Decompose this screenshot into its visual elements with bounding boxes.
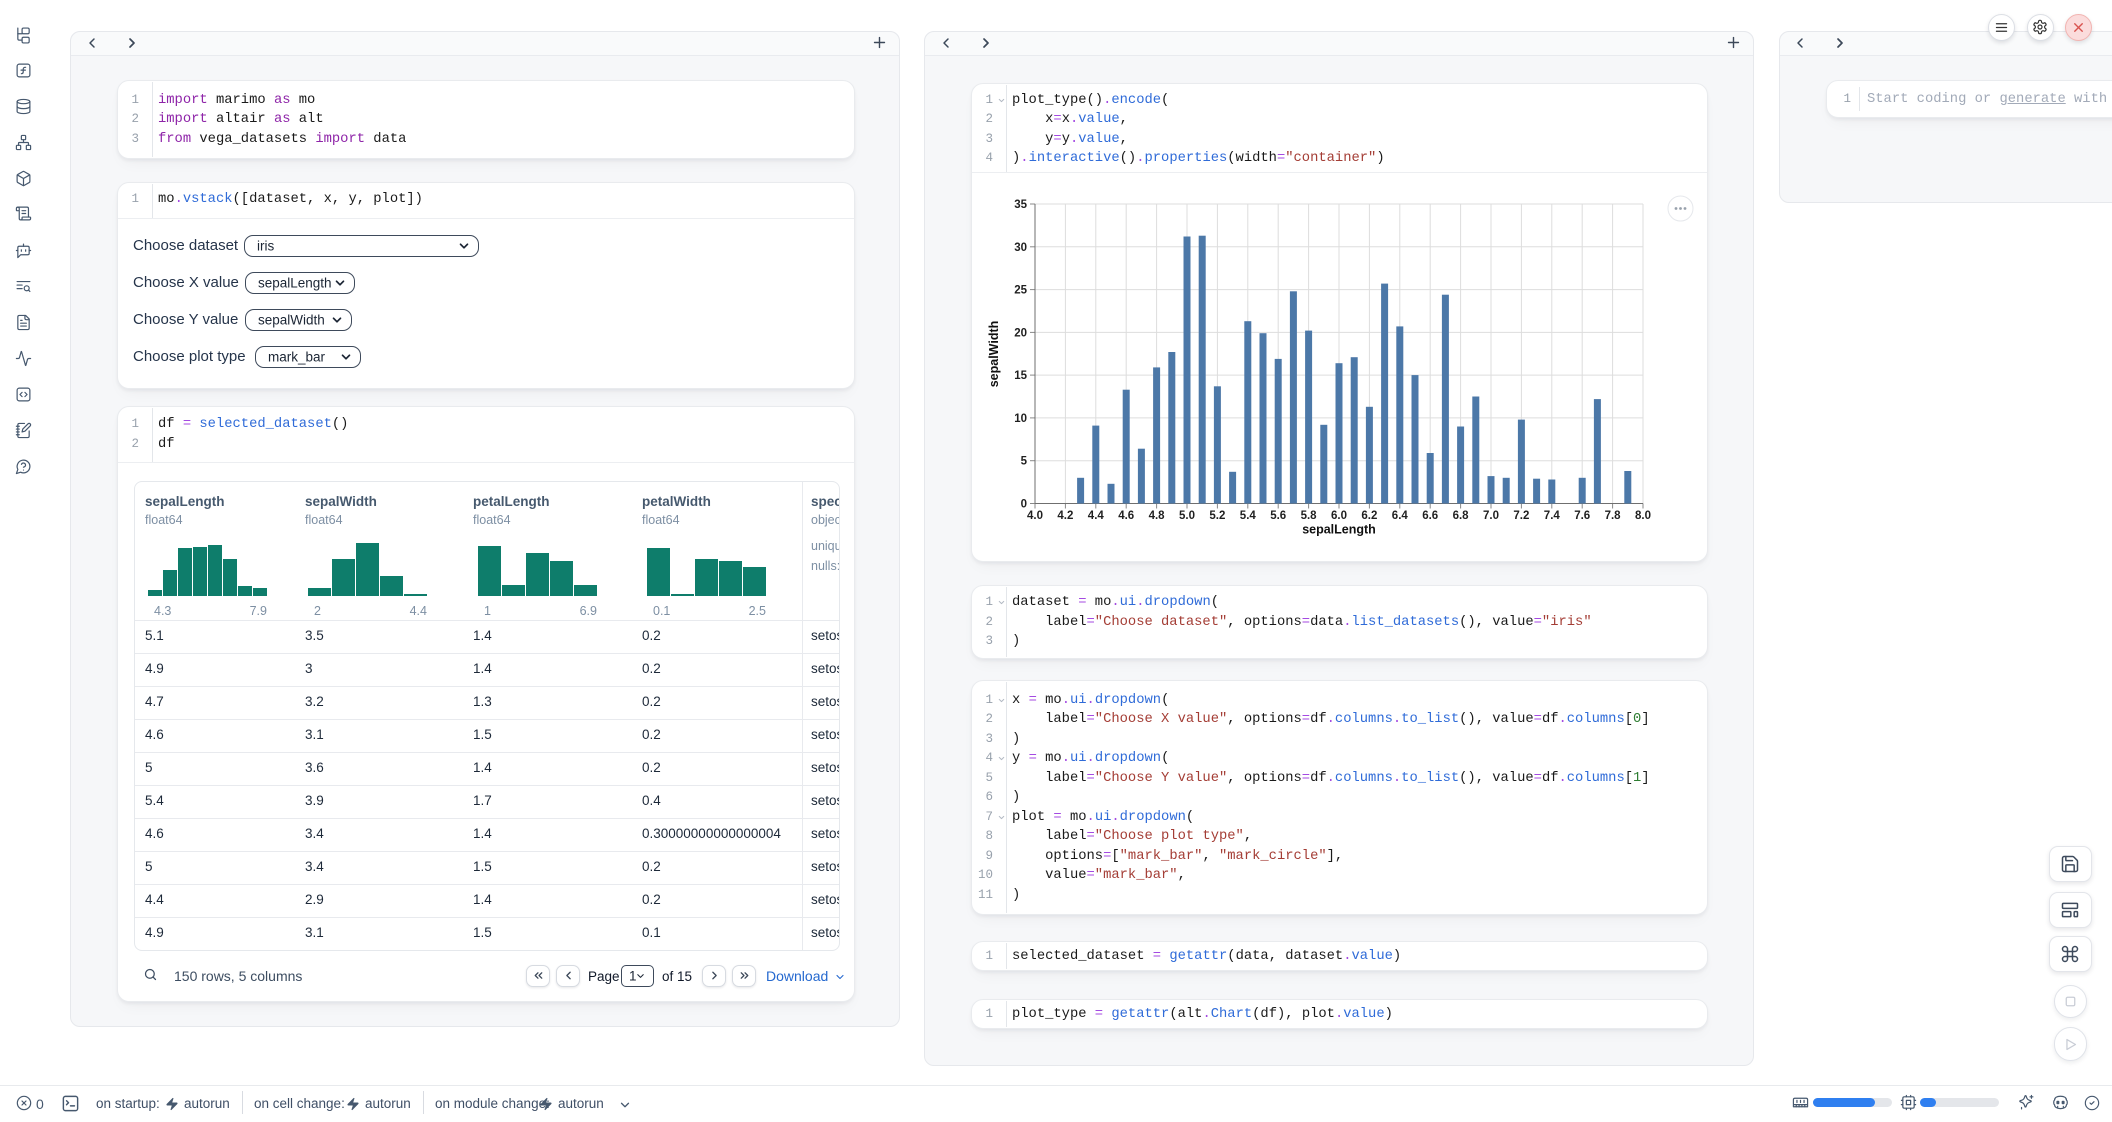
svg-text:6.0: 6.0	[1331, 510, 1347, 522]
svg-text:7.4: 7.4	[1544, 510, 1561, 522]
svg-text:25: 25	[1014, 285, 1027, 297]
svg-text:6.8: 6.8	[1453, 510, 1470, 522]
svg-text:5.4: 5.4	[1240, 510, 1257, 522]
svg-text:7.8: 7.8	[1605, 510, 1622, 522]
svg-text:7.6: 7.6	[1574, 510, 1590, 522]
svg-text:sepalWidth: sepalWidth	[987, 321, 1001, 388]
svg-text:20: 20	[1014, 327, 1027, 339]
svg-text:0: 0	[1021, 499, 1027, 511]
svg-text:30: 30	[1014, 242, 1027, 254]
svg-text:4.8: 4.8	[1149, 510, 1166, 522]
svg-text:5.6: 5.6	[1270, 510, 1286, 522]
svg-text:8.0: 8.0	[1635, 510, 1651, 522]
svg-text:7.2: 7.2	[1513, 510, 1529, 522]
svg-text:sepalLength: sepalLength	[1302, 523, 1376, 537]
svg-text:5.0: 5.0	[1179, 510, 1195, 522]
svg-text:4.2: 4.2	[1057, 510, 1073, 522]
svg-text:4.4: 4.4	[1088, 510, 1105, 522]
svg-text:6.2: 6.2	[1361, 510, 1377, 522]
svg-text:10: 10	[1014, 413, 1027, 425]
svg-text:6.4: 6.4	[1392, 510, 1409, 522]
svg-text:5.8: 5.8	[1301, 510, 1318, 522]
svg-text:6.6: 6.6	[1422, 510, 1438, 522]
svg-text:35: 35	[1014, 199, 1027, 211]
svg-text:15: 15	[1014, 370, 1027, 382]
svg-text:7.0: 7.0	[1483, 510, 1499, 522]
svg-text:5: 5	[1021, 456, 1028, 468]
svg-text:4.6: 4.6	[1118, 510, 1134, 522]
svg-text:5.2: 5.2	[1209, 510, 1225, 522]
svg-text:4.0: 4.0	[1027, 510, 1043, 522]
